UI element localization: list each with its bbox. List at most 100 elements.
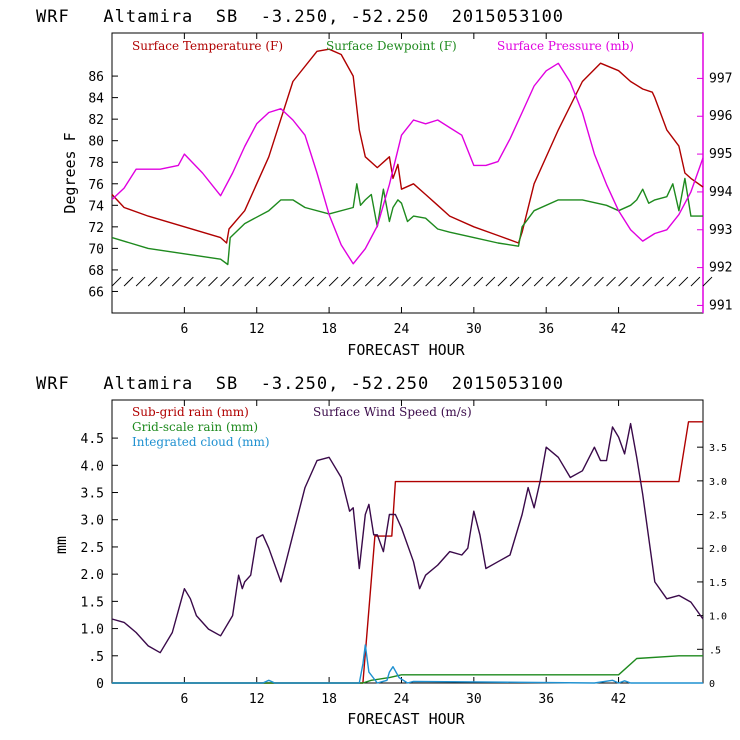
series-line [111,177,703,266]
top-x-axis: 6 12 18 24 30 36 42 [180,33,626,337]
x-tick-label: 30 [466,322,482,337]
wind-barb [389,276,399,287]
x-tick-label: 36 [538,322,554,337]
y-tick-label: 82 [88,113,104,128]
y2-tick-label: 993 [709,223,732,238]
x-tick-label: 24 [394,692,410,707]
series-line [112,421,703,684]
wind-barb [642,276,653,287]
wind-barb [678,276,689,287]
y-tick-label: 1.5 [81,595,104,610]
x-tick-label: 24 [394,322,410,337]
wind-barb [256,276,267,287]
wind-barb [545,276,556,287]
top-series [111,48,704,266]
x-tick-label: 36 [538,692,554,707]
bottom-right-axis: 0 .5 1.0 1.5 2.0 2.5 3.0 3.5 [697,443,727,690]
wind-barb [690,276,701,287]
wind-barb [292,276,303,287]
wind-barb [196,276,206,287]
y-tick-label: 3.0 [81,514,104,529]
wind-barb [268,276,279,287]
x-tick-label: 18 [321,692,337,707]
wind-barb [666,276,677,287]
bottom-x-label: FORECAST HOUR [347,710,465,728]
y2-tick-label: 3.5 [709,443,727,454]
y-tick-label: 76 [88,178,104,193]
wind-barb [594,276,604,287]
bottom-left-axis: 0 .5 1.0 1.5 2.0 2.5 3.0 3.5 4.0 4.5 [81,432,118,692]
y2-tick-label: 2.0 [709,544,727,555]
x-tick-label: 42 [611,322,627,337]
wind-barb [340,276,351,287]
x-tick-label: 12 [249,322,265,337]
wind-barb [316,276,327,287]
wind-barb [413,276,423,287]
wind-barbs [111,276,713,287]
wind-barb [111,276,122,287]
wind-barb [280,276,291,287]
legend-pressure: Surface Pressure (mb) [497,39,634,53]
wind-barb [425,276,435,287]
y-tick-label: 1.0 [81,623,104,638]
wind-barb [159,276,170,287]
wind-barb [220,276,230,287]
wind-barb [437,276,448,287]
x-tick-label: 42 [611,692,627,707]
y2-tick-label: 995 [709,147,732,162]
legend-temperature: Surface Temperature (F) [132,39,283,53]
y2-tick-label: 1.0 [709,612,727,623]
y2-tick-label: 3.0 [709,477,727,488]
y2-tick-label: 0 [709,679,715,690]
wind-barb [401,276,411,287]
y2-tick-label: 1.5 [709,578,727,589]
precipitation-panel: WRF Altamira SB -3.250, -52.250 20150531… [36,374,727,728]
y2-tick-label: 997 [709,71,732,86]
wind-barb [123,276,134,287]
y2-tick-label: 991 [709,298,732,313]
wind-barb [618,276,628,287]
wind-barb [533,276,544,287]
y-tick-label: 2.5 [81,541,104,556]
y-tick-label: 68 [88,264,104,279]
x-tick-label: 12 [249,692,265,707]
y-tick-label: 4.0 [81,459,104,474]
wind-barb [521,276,532,287]
bottom-y-label: mm [52,536,70,554]
wind-barb [232,276,242,287]
top-chart-title: WRF Altamira SB -3.250, -52.250 20150531… [36,7,564,27]
x-tick-label: 30 [466,692,482,707]
top-plot-frame [111,32,704,314]
y2-tick-label: 994 [709,185,733,200]
wind-barb [569,276,580,287]
y2-tick-label: .5 [709,645,721,656]
y2-tick-label: 2.5 [709,511,727,522]
y2-tick-label: 996 [709,109,732,124]
top-left-axis: 66 68 70 72 74 76 78 80 82 84 86 [88,70,118,300]
wind-barb [449,276,460,287]
y-tick-label: 66 [88,285,104,300]
legend-wind-speed: Surface Wind Speed (m/s) [313,405,472,419]
wind-barb [244,276,255,287]
legend-dewpoint: Surface Dewpoint (F) [326,39,457,53]
series-line [112,644,703,684]
y-tick-label: 2.0 [81,568,104,583]
y-tick-label: 3.5 [81,487,104,502]
wind-barb [606,276,616,287]
top-right-axis: 991 992 993 994 995 996 997 [697,71,733,313]
wind-barb [364,276,375,287]
y-tick-label: 74 [88,199,104,214]
wind-barb [184,276,194,287]
wind-barb [171,276,182,287]
wind-barb [135,276,146,287]
wind-barb [328,276,339,287]
series-line [111,62,704,265]
wind-barb [208,276,218,287]
wind-barb [702,276,713,287]
wind-barb [147,276,158,287]
wind-barb [630,276,640,287]
legend-gridscale-rain: Grid-scale rain (mm) [132,420,258,434]
wind-barb [304,276,315,287]
x-tick-label: 6 [180,692,188,707]
